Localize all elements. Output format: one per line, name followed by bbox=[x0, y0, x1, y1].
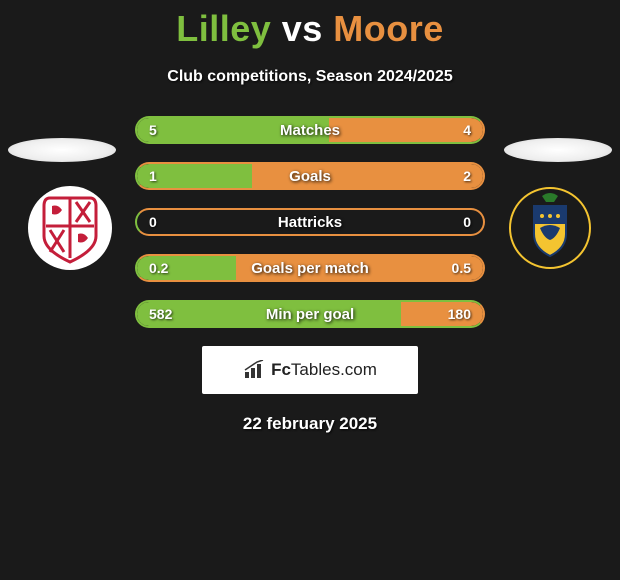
comparison-date: 22 february 2025 bbox=[0, 414, 620, 434]
stat-label: Hattricks bbox=[278, 214, 342, 231]
stat-row: 0 0 Hattricks bbox=[135, 208, 485, 236]
stat-value-left: 5 bbox=[149, 122, 157, 138]
stat-value-right: 2 bbox=[463, 168, 471, 184]
player1-photo-placeholder bbox=[8, 138, 116, 162]
content-area: 5 4 Matches 1 2 Goals 0 0 Hattricks 0.2 0.5 Goals p… bbox=[0, 116, 620, 434]
stat-value-right: 4 bbox=[463, 122, 471, 138]
stat-label: Min per goal bbox=[266, 306, 354, 323]
stat-row: 0.2 0.5 Goals per match bbox=[135, 254, 485, 282]
chart-icon bbox=[243, 360, 267, 380]
player2-photo-placeholder bbox=[504, 138, 612, 162]
logo-bold: Fc bbox=[271, 360, 291, 379]
player1-name: Lilley bbox=[176, 8, 271, 49]
fctables-logo: FcTables.com bbox=[202, 346, 418, 394]
vs-text: vs bbox=[271, 8, 333, 49]
stat-value-left: 1 bbox=[149, 168, 157, 184]
stat-value-left: 0.2 bbox=[149, 260, 168, 276]
stat-label: Goals bbox=[289, 168, 331, 185]
stat-value-right: 0 bbox=[463, 214, 471, 230]
logo-rest: Tables.com bbox=[291, 360, 377, 379]
stat-value-left: 0 bbox=[149, 214, 157, 230]
logo-text: FcTables.com bbox=[271, 360, 377, 380]
stat-fill-right bbox=[252, 164, 483, 188]
stat-fill-right bbox=[329, 118, 483, 142]
stat-row: 5 4 Matches bbox=[135, 116, 485, 144]
shield-icon bbox=[28, 186, 112, 270]
crest-icon bbox=[508, 186, 592, 270]
player2-name: Moore bbox=[333, 8, 444, 49]
stat-value-right: 180 bbox=[448, 306, 471, 322]
stat-row: 1 2 Goals bbox=[135, 162, 485, 190]
club1-badge bbox=[28, 186, 112, 270]
stat-value-right: 0.5 bbox=[452, 260, 471, 276]
club2-badge bbox=[508, 186, 592, 270]
stat-value-left: 582 bbox=[149, 306, 172, 322]
stat-label: Matches bbox=[280, 122, 340, 139]
comparison-title: Lilley vs Moore bbox=[0, 0, 620, 50]
stats-container: 5 4 Matches 1 2 Goals 0 0 Hattricks 0.2 0.5 Goals p… bbox=[135, 116, 485, 328]
subtitle: Club competitions, Season 2024/2025 bbox=[0, 68, 620, 86]
stat-label: Goals per match bbox=[251, 260, 369, 277]
stat-row: 582 180 Min per goal bbox=[135, 300, 485, 328]
